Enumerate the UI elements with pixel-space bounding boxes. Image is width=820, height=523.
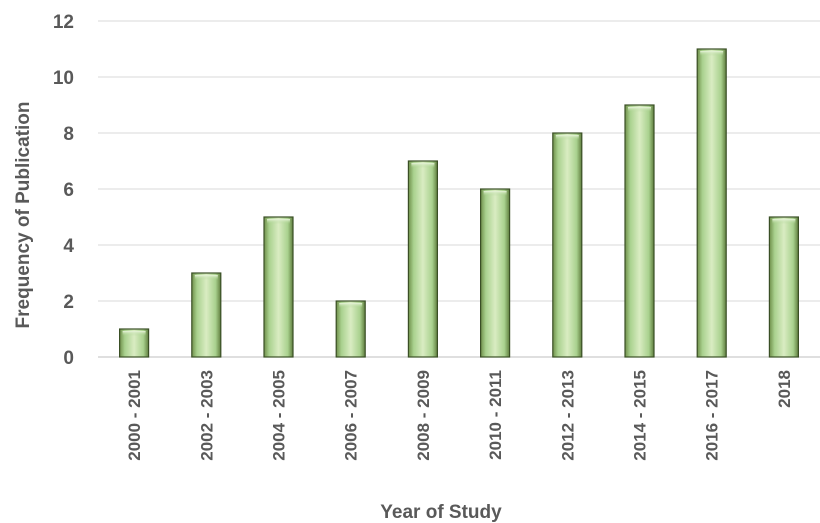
y-tick-label: 0 bbox=[63, 348, 74, 369]
bars bbox=[118, 48, 800, 358]
bar bbox=[696, 48, 727, 358]
bar bbox=[335, 300, 366, 358]
bar bbox=[191, 272, 222, 358]
y-tick-label: 4 bbox=[63, 236, 74, 257]
bar bbox=[407, 160, 438, 358]
bar bbox=[768, 216, 800, 358]
y-axis-ticks: 0 2 4 6 8 10 12 bbox=[53, 12, 75, 369]
y-tick-label: 12 bbox=[53, 12, 74, 33]
y-tick-label: 2 bbox=[63, 292, 74, 313]
x-tick-label: 2014 - 2015 bbox=[631, 370, 650, 461]
x-tick-label: 2000 - 2001 bbox=[125, 370, 144, 461]
x-tick-label: 2006 - 2007 bbox=[342, 370, 361, 461]
x-tick-label: 2008 - 2009 bbox=[414, 370, 433, 461]
bar bbox=[480, 188, 511, 358]
x-axis-ticks: 2000 - 2001 2002 - 2003 2004 - 2005 2006 - … bbox=[125, 370, 794, 461]
x-tick-label: 2010 - 2011 bbox=[486, 370, 505, 460]
x-tick-label: 2012 - 2013 bbox=[558, 370, 577, 461]
y-tick-label: 6 bbox=[63, 180, 74, 201]
bar bbox=[118, 328, 150, 358]
x-tick-label: 2018 bbox=[775, 370, 794, 408]
bar bbox=[552, 132, 583, 358]
y-tick-label: 10 bbox=[53, 68, 74, 89]
x-tick-label: 2004 - 2005 bbox=[270, 370, 289, 461]
x-tick-label: 2016 - 2017 bbox=[703, 370, 722, 461]
y-tick-label: 8 bbox=[63, 124, 74, 145]
bar bbox=[624, 104, 655, 358]
x-axis-title: Year of Study bbox=[380, 502, 502, 523]
y-axis-title: Frequency of Publication bbox=[13, 102, 34, 329]
bar bbox=[263, 216, 294, 358]
x-tick-label: 2002 - 2003 bbox=[197, 370, 216, 461]
